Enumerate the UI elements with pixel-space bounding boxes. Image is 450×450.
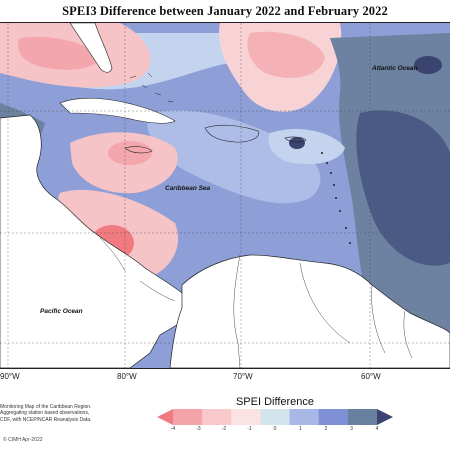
land-cuba xyxy=(59,97,176,124)
colorbar-tick-label: 3 xyxy=(350,426,353,432)
colorbar-tick-label: -1 xyxy=(247,426,252,432)
label-atlantic-ocean: Atlantic Ocean xyxy=(372,65,418,72)
map-canvas xyxy=(0,23,450,368)
zone-light-antilles xyxy=(268,128,345,165)
land-bahamas xyxy=(129,72,174,103)
zone-dark-atlantic xyxy=(356,110,450,266)
colorbar-tick-label: 1 xyxy=(299,426,302,432)
land-hispaniola xyxy=(204,124,260,143)
colorbar-tick-label: 0 xyxy=(273,426,277,432)
colorbar-segment xyxy=(173,409,203,425)
tick-60w: 60°W xyxy=(361,372,381,381)
copyright: © CIMH Apr-2022 xyxy=(3,437,43,443)
colorbar-tick-label: 2 xyxy=(324,426,328,432)
credit-line: Aggregating station based observations, xyxy=(0,410,90,417)
tick-90w: 90°W xyxy=(0,372,20,381)
zone-darkest-spot xyxy=(414,56,442,74)
zone-dark-puerto-rico xyxy=(289,137,305,149)
colorbar-segment xyxy=(289,409,320,425)
zone-red-florida xyxy=(18,36,100,70)
legend-title: SPEI Difference xyxy=(235,396,315,408)
credit-line: CDF, with NCEP/NCAR Reanalysis Data. xyxy=(0,416,92,423)
zone-mid-blue xyxy=(147,110,321,204)
credit-text: Monitoring Map of the Caribbean Region. … xyxy=(0,404,130,423)
colorbar-tick-label: -2 xyxy=(221,426,227,432)
colorbar-tick-label: 4 xyxy=(375,426,379,432)
land-jamaica xyxy=(124,146,153,154)
colorbar xyxy=(157,409,393,425)
credit-line: Monitoring Map of the Caribbean Region. xyxy=(0,404,92,410)
colorbar-segment xyxy=(318,409,349,425)
zone-red-north-east xyxy=(247,31,325,78)
colorbar-segment xyxy=(202,409,232,425)
colorbar-segment xyxy=(347,409,378,425)
colorbar-segments xyxy=(173,409,378,425)
land-florida xyxy=(69,23,113,73)
land-central-america xyxy=(0,114,191,368)
label-caribbean-sea: Caribbean Sea xyxy=(165,185,211,192)
graticule xyxy=(0,23,450,368)
colorbar-segment xyxy=(260,409,291,425)
spei-map: Atlantic Ocean Caribbean Sea Pacific Oce… xyxy=(0,22,450,369)
colorbar-segment xyxy=(231,409,261,425)
label-pacific-ocean: Pacific Ocean xyxy=(40,308,83,315)
tick-80w: 80°W xyxy=(117,372,137,381)
land-lesser-antilles xyxy=(321,152,351,244)
colorbar-tick-label: -3 xyxy=(196,426,201,432)
colorbar-low-arrow xyxy=(157,409,173,425)
colorbar-high-arrow xyxy=(377,409,393,425)
tick-70w: 70°W xyxy=(233,372,253,381)
land-puerto-rico xyxy=(284,136,307,143)
colorbar-tick-label: -4 xyxy=(170,426,176,432)
map-title: SPEI3 Difference between January 2022 an… xyxy=(62,4,388,18)
